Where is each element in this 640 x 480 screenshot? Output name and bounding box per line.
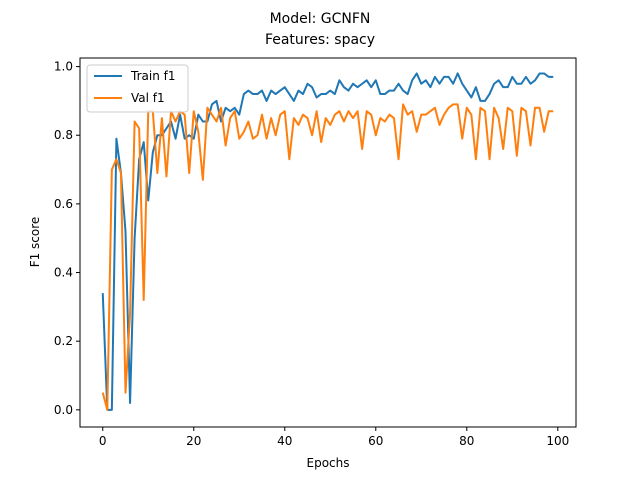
x-tick-label: 100 [546, 434, 569, 448]
y-tick-label: 0.6 [54, 197, 73, 211]
x-tick-label: 20 [186, 434, 201, 448]
val-f1-line [101, 103, 554, 411]
legend: Train f1 Val f1 [86, 64, 189, 113]
plot-lines [101, 72, 554, 411]
chart-title-line2: Features: spacy [265, 32, 375, 48]
plot-area-frame [79, 57, 577, 428]
x-tick-label: 0 [99, 434, 107, 448]
y-tick-label: 0.4 [54, 266, 73, 280]
legend-val-label: Val f1 [131, 91, 165, 105]
y-tick-label: 1.0 [54, 60, 73, 74]
x-axis-label: Epochs [307, 456, 350, 470]
y-tick-label: 0.8 [54, 128, 73, 142]
y-tick-label: 0.0 [54, 403, 73, 417]
y-tick-label: 0.2 [54, 334, 73, 348]
train-f1-line [101, 72, 554, 411]
x-tick-label: 60 [368, 434, 383, 448]
legend-train-label: Train f1 [130, 69, 175, 83]
y-axis-label: F1 score [28, 217, 42, 268]
x-tick-label: 40 [277, 434, 292, 448]
axis-ticks: 0 20 40 60 80 100 0.0 0.2 0.4 0.6 0.8 1.0 [54, 60, 569, 448]
chart-title-line1: Model: GCNFN [270, 11, 371, 27]
x-tick-label: 80 [459, 434, 474, 448]
